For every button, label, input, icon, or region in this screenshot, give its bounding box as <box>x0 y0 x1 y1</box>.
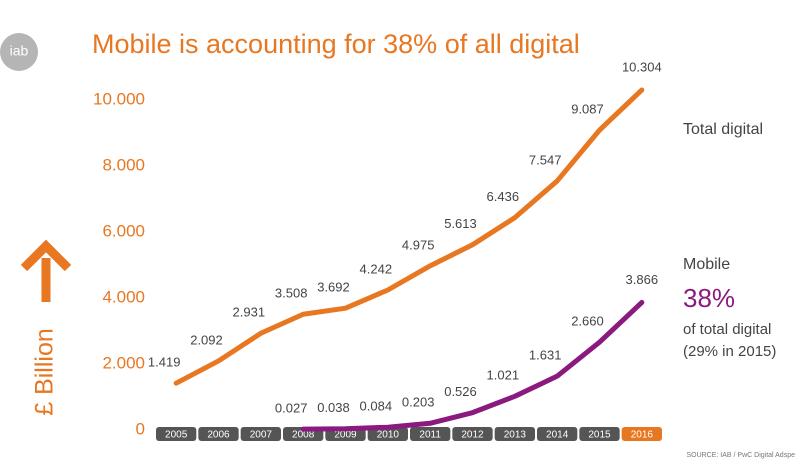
x-category-box <box>410 427 451 441</box>
series-line <box>173 87 645 386</box>
data-label: 10.304 <box>622 59 662 74</box>
data-label: 5.613 <box>444 216 477 231</box>
data-label: 0.203 <box>402 395 435 410</box>
x-tick-label: 2016 <box>631 430 654 441</box>
series-line <box>300 299 645 432</box>
annotation-share: 38% <box>683 283 735 313</box>
y-tick-label: 6.000 <box>102 221 145 240</box>
data-label: 9.087 <box>571 102 604 117</box>
x-tick-label: 2012 <box>461 430 484 441</box>
data-label: 2.092 <box>190 332 223 347</box>
logo-text: iab <box>10 43 29 59</box>
y-tick-label: 10.000 <box>93 89 145 108</box>
x-tick-label: 2009 <box>334 430 357 441</box>
x-category-box <box>494 427 535 441</box>
x-category-box <box>156 427 197 441</box>
arrow-head <box>20 239 72 272</box>
data-label: 3.692 <box>317 280 350 295</box>
x-tick-label: 2010 <box>377 430 400 441</box>
data-label: 2.660 <box>571 314 604 329</box>
x-category-box <box>621 427 662 441</box>
data-label: 4.242 <box>360 261 393 276</box>
annotation-text: of total digital <box>683 321 771 338</box>
x-category-box <box>198 427 239 441</box>
y-tick-label: 0 <box>136 419 145 438</box>
y-axis-arrow <box>20 239 72 302</box>
x-tick-label: 2007 <box>250 430 273 441</box>
x-category-box <box>367 427 408 441</box>
x-tick-label: 2013 <box>504 430 527 441</box>
legend-total: Total digital <box>683 121 763 138</box>
y-tick-label: 2.000 <box>102 353 145 372</box>
data-label: 0.084 <box>360 399 393 414</box>
annotation-text: (29% in 2015) <box>683 343 776 360</box>
y-axis-label: £ Billion <box>31 328 59 416</box>
x-category-box <box>452 427 493 441</box>
source: SOURCE: IAB / PwC Digital Adspe <box>686 452 795 459</box>
chart-title: Mobile is accounting for 38% of all digi… <box>92 29 580 59</box>
x-tick-label: 2006 <box>207 430 230 441</box>
data-label: 2.931 <box>233 305 266 320</box>
data-label: 0.027 <box>275 401 308 416</box>
data-label: 0.526 <box>444 384 477 399</box>
logo <box>0 33 38 71</box>
x-tick-label: 2008 <box>292 430 315 441</box>
x-tick-label: 2015 <box>588 430 611 441</box>
data-label: 3.508 <box>275 286 308 301</box>
x-category-box <box>579 427 620 441</box>
data-label: 7.547 <box>529 152 562 167</box>
y-tick-label: 4.000 <box>102 287 145 306</box>
legend-mobile: Mobile <box>683 256 730 273</box>
y-tick-label: 8.000 <box>102 155 145 174</box>
data-label: 1.419 <box>148 355 181 370</box>
data-label: 3.866 <box>626 272 659 287</box>
data-label: 4.975 <box>402 237 435 252</box>
data-label: 0.038 <box>317 400 350 415</box>
data-label: 1.631 <box>529 348 562 363</box>
x-category-box <box>240 427 281 441</box>
x-category-box <box>537 427 578 441</box>
data-label: 6.436 <box>487 189 520 204</box>
data-label: 1.021 <box>487 368 520 383</box>
x-tick-label: 2005 <box>165 430 188 441</box>
x-tick-label: 2014 <box>546 430 569 441</box>
x-tick-label: 2011 <box>419 430 441 441</box>
